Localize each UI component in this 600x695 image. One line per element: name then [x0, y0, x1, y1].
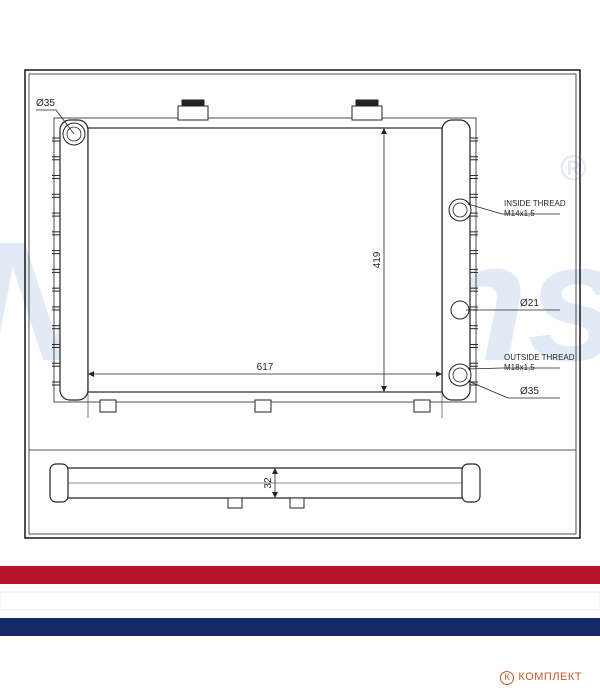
svg-text:OUTSIDE THREAD: OUTSIDE THREAD [504, 353, 575, 362]
svg-text:Ø21: Ø21 [520, 298, 539, 309]
svg-text:INSIDE THREAD: INSIDE THREAD [504, 199, 566, 208]
brand-text: КОМПЛЕКТ [518, 671, 582, 683]
brand-icon: К [500, 671, 514, 685]
svg-text:M18x1,5: M18x1,5 [504, 363, 535, 372]
svg-text:617: 617 [257, 362, 274, 373]
svg-text:M14x1,5: M14x1,5 [504, 209, 535, 218]
svg-text:Ø35: Ø35 [36, 98, 55, 109]
svg-text:419: 419 [372, 251, 383, 268]
drawing-layer: Ø35 INSIDE THREADM14x1,5 Ø21 OUTSIDE THREAD… [0, 0, 600, 695]
footer-brand: К КОМПЛЕКТ [500, 671, 582, 685]
svg-text:Ø35: Ø35 [520, 386, 539, 397]
diagram-canvas: Nissens ® Ø35INSIDE THREADM14x1,5Ø21OUTS… [0, 0, 600, 695]
svg-text:32: 32 [263, 477, 274, 489]
